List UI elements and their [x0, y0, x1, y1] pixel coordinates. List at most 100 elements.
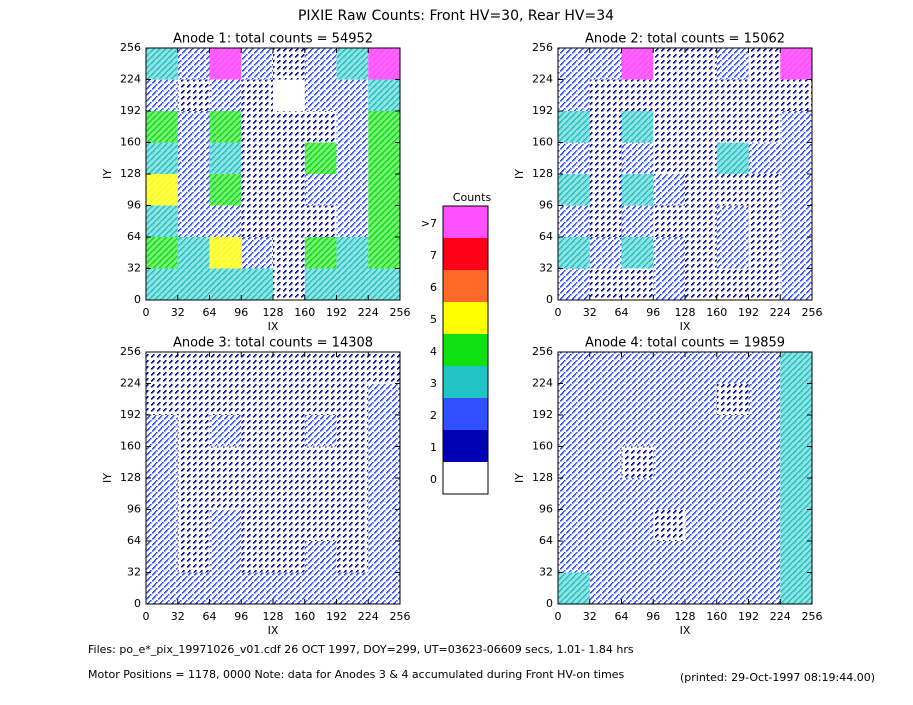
heatmap-cell [685, 541, 717, 573]
heatmap-cell [748, 383, 781, 415]
heatmap-cell [716, 415, 749, 447]
heatmap-cell [368, 572, 400, 604]
heatmap-cell [558, 446, 590, 478]
heatmap-cell [780, 174, 812, 206]
heatmap-cell [304, 383, 337, 415]
y-tick-label: 256 [532, 41, 553, 54]
heatmap-cell [716, 48, 749, 80]
heatmap-cell [209, 48, 242, 80]
heatmap-cell [558, 509, 590, 541]
heatmap-cell [209, 383, 242, 415]
x-axis-label: IX [680, 624, 691, 637]
heatmap-cell [685, 48, 717, 80]
heatmap-cell [558, 478, 590, 510]
heatmap-cell [748, 237, 781, 269]
heatmap-cell [304, 48, 337, 80]
colorbar-title: Counts [453, 191, 492, 204]
x-tick-label: 256 [390, 610, 411, 623]
heatmap-cell [209, 541, 242, 573]
heatmap-cell [368, 142, 400, 174]
x-tick-label: 0 [555, 306, 562, 319]
x-tick-label: 160 [706, 306, 727, 319]
heatmap-cell [209, 415, 242, 447]
heatmap-cell [653, 237, 685, 269]
heatmap-cell [241, 111, 273, 143]
heatmap-cell [685, 174, 717, 206]
heatmap-cell [304, 142, 337, 174]
heatmap-cell [241, 572, 273, 604]
heatmap-cell [558, 383, 590, 415]
y-tick-label: 64 [127, 230, 141, 243]
heatmap-cell [780, 509, 812, 541]
heatmap-cell [748, 174, 781, 206]
heatmap-cell [209, 478, 242, 510]
heatmap-cell [748, 268, 781, 300]
x-axis-label: IX [268, 320, 279, 333]
heatmap-cell [685, 79, 717, 111]
heatmap-cell [336, 383, 369, 415]
heatmap-cell [273, 383, 305, 415]
heatmap-cell [621, 268, 654, 300]
y-tick-label: 32 [539, 262, 553, 275]
x-tick-label: 32 [171, 306, 185, 319]
heatmap-cell [146, 174, 178, 206]
heatmap-cell [589, 268, 622, 300]
heatmap-cell [304, 478, 337, 510]
y-tick-label: 192 [120, 408, 141, 421]
heatmap-cell [177, 446, 210, 478]
heatmap-cell [209, 205, 242, 237]
x-tick-label: 128 [675, 306, 696, 319]
heatmap-cell [558, 268, 590, 300]
heatmap-cell [241, 79, 273, 111]
heatmap-cell [146, 572, 178, 604]
heatmap-cell [653, 478, 685, 510]
heatmap-cell [273, 48, 305, 80]
x-tick-label: 0 [555, 610, 562, 623]
x-tick-label: 64 [615, 306, 629, 319]
heatmap-cell [336, 142, 369, 174]
colorbar-label: 2 [430, 409, 437, 422]
heatmap-cell [716, 268, 749, 300]
heatmap-cell [146, 237, 178, 269]
heatmap-cell [780, 268, 812, 300]
heatmap-cell [146, 509, 178, 541]
heatmap-cell [146, 446, 178, 478]
heatmap-cell [780, 48, 812, 80]
y-tick-label: 0 [546, 597, 553, 610]
heatmap-cell [621, 174, 654, 206]
heatmap-cell [558, 48, 590, 80]
colorbar-label: 4 [430, 345, 437, 358]
heatmap-cell [336, 174, 369, 206]
heatmap-cell [273, 111, 305, 143]
y-tick-label: 32 [127, 262, 141, 275]
y-tick-label: 0 [134, 293, 141, 306]
heatmap-cell [589, 174, 622, 206]
heatmap-cell [621, 541, 654, 573]
heatmap-cell [304, 79, 337, 111]
y-tick-label: 64 [127, 534, 141, 547]
heatmap-cell [177, 237, 210, 269]
y-tick-label: 160 [120, 136, 141, 149]
heatmap-cell [780, 111, 812, 143]
heatmap-cell [589, 352, 622, 384]
heatmap-cell [748, 509, 781, 541]
heatmap-cell [716, 509, 749, 541]
heatmap-cell [685, 268, 717, 300]
y-tick-label: 32 [539, 566, 553, 579]
heatmap-cell [336, 415, 369, 447]
heatmap-cell [177, 352, 210, 384]
heatmap-cell [780, 79, 812, 111]
y-axis-label: IY [513, 169, 526, 179]
heatmap-cell [273, 446, 305, 478]
heatmap-cell [336, 48, 369, 80]
heatmap-cell [241, 48, 273, 80]
heatmap-cell [685, 415, 717, 447]
heatmap-cell [653, 79, 685, 111]
heatmap-cell [209, 237, 242, 269]
heatmap-cell [177, 142, 210, 174]
heatmap-cell [780, 415, 812, 447]
heatmap-cell [589, 383, 622, 415]
heatmap-cell [273, 415, 305, 447]
heatmap-cell [146, 352, 178, 384]
heatmap-cell [304, 237, 337, 269]
